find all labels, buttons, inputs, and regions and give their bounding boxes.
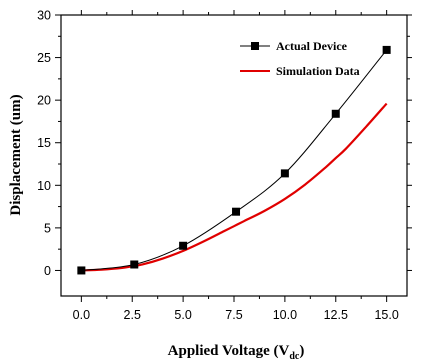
series-line-simulation-data <box>81 102 388 272</box>
series-line-actual-device <box>81 49 388 271</box>
y-axis-title: Displacement (um) <box>8 94 24 215</box>
y-tick-label: 10 <box>37 179 51 193</box>
x-tick-label: 7.5 <box>225 308 242 322</box>
x-tick-label: 2.5 <box>124 308 141 322</box>
legend-label-simulation-data: Simulation Data <box>276 64 360 78</box>
tick-labels: 0.0 2.5 5.0 7.5 10.0 12.5 15.0 0 5 10 15 20 25 30 <box>37 9 399 323</box>
x-tick-label: 10.0 <box>273 308 297 322</box>
x-tick-label: 15.0 <box>374 308 398 322</box>
y-tick-label: 25 <box>37 51 51 65</box>
x-axis-title: Applied Voltage (Vdc) <box>168 343 305 361</box>
data-point-actual-device <box>232 207 241 216</box>
y-tick-label: 20 <box>37 94 51 108</box>
axis-ticks <box>55 10 412 302</box>
y-tick-label: 0 <box>44 264 51 278</box>
series-layer <box>77 45 391 275</box>
x-tick-label: 5.0 <box>174 308 191 322</box>
data-point-actual-device <box>179 241 188 250</box>
data-point-actual-device <box>382 45 391 54</box>
data-point-actual-device <box>280 169 289 178</box>
legend: Actual Device Simulation Data <box>240 39 360 78</box>
y-tick-label: 30 <box>37 9 51 23</box>
y-tick-label: 15 <box>37 136 51 150</box>
data-point-actual-device <box>331 109 340 118</box>
x-tick-label: 12.5 <box>324 308 348 322</box>
legend-label-actual-device: Actual Device <box>276 39 348 53</box>
data-point-actual-device <box>130 260 139 269</box>
data-point-actual-device <box>77 266 86 275</box>
legend-marker-actual-device <box>251 42 259 50</box>
x-tick-label: 0.0 <box>73 308 90 322</box>
y-tick-label: 5 <box>44 221 51 235</box>
plot-frame <box>60 14 408 297</box>
